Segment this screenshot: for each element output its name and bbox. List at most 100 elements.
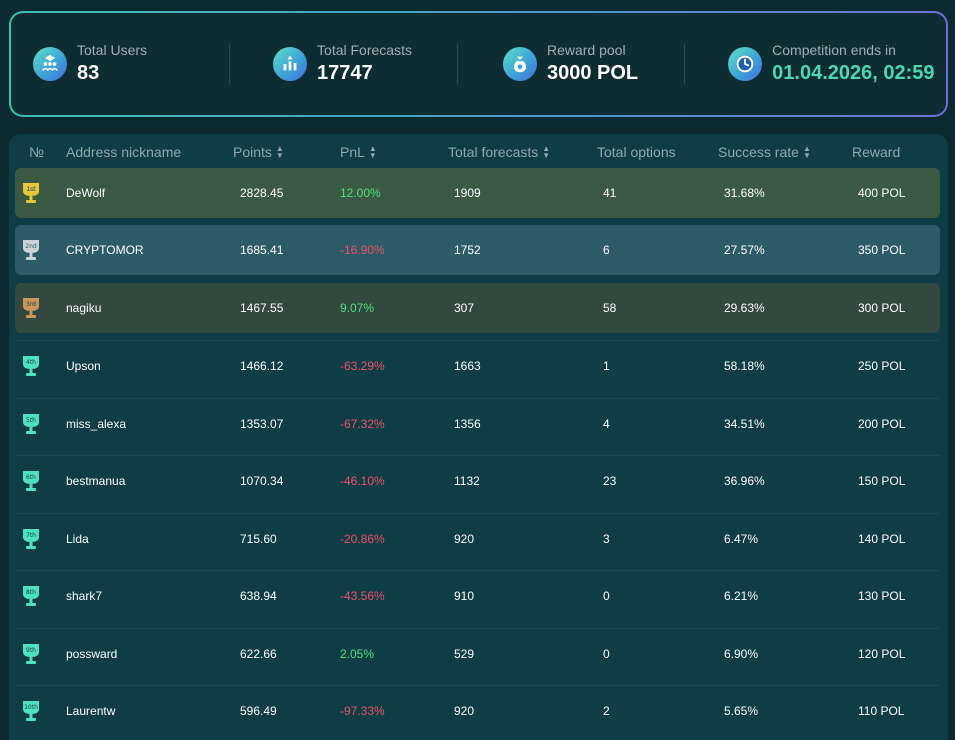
cell-success: 29.63% bbox=[724, 301, 765, 315]
table-row[interactable]: 9th possward 622.66 2.05% 529 0 6.90% 120 POL bbox=[15, 628, 940, 678]
trophy-icon: 9th bbox=[23, 644, 39, 664]
users-icon bbox=[33, 47, 67, 81]
stat-reward-pool: Reward pool 3000 POL bbox=[502, 33, 639, 95]
cell-forecasts: 1663 bbox=[454, 358, 481, 373]
cell-forecasts: 307 bbox=[454, 301, 475, 315]
trophy-icon: 7th bbox=[23, 529, 39, 549]
cell-options: 41 bbox=[603, 186, 617, 200]
divider bbox=[684, 44, 686, 84]
cell-success: 6.21% bbox=[724, 588, 759, 603]
cell-nickname: possward bbox=[66, 646, 118, 661]
stat-label: Total Users bbox=[77, 42, 148, 58]
cell-points: 622.66 bbox=[240, 646, 277, 661]
cell-nickname: Upson bbox=[66, 358, 101, 373]
table-row[interactable]: 5th miss_alexa 1353.07 -67.32% 1356 4 34.51% 20… bbox=[15, 398, 940, 448]
rank-badge-label: 5th bbox=[26, 417, 36, 424]
cell-forecasts: 1752 bbox=[454, 243, 481, 257]
cell-options: 6 bbox=[603, 243, 610, 257]
cell-reward: 120 POL bbox=[858, 646, 906, 661]
rank-badge-label: 10th bbox=[24, 704, 38, 711]
table-header: № Address nickname Points ▲ ▼ PnL ▲ ▼ Tota… bbox=[9, 134, 948, 168]
stat-value: 3000 POL bbox=[546, 62, 639, 84]
rank-badge-label: 2nd bbox=[25, 243, 37, 250]
sort-icon: ▲ ▼ bbox=[802, 144, 811, 160]
cell-points: 1467.55 bbox=[240, 301, 284, 315]
trophy-icon: 5th bbox=[23, 414, 39, 434]
cell-reward: 400 POL bbox=[858, 186, 906, 200]
cell-reward: 110 POL bbox=[858, 703, 905, 718]
cell-forecasts: 920 bbox=[454, 703, 475, 718]
cell-options: 23 bbox=[603, 473, 617, 488]
stat-total-forecasts: Total Forecasts 17747 bbox=[273, 33, 412, 95]
cell-success: 58.18% bbox=[724, 358, 765, 373]
cell-points: 638.94 bbox=[240, 588, 277, 603]
rank-badge-label: 4th bbox=[26, 359, 36, 366]
cell-reward: 130 POL bbox=[858, 588, 906, 603]
cell-pnl: 2.05% bbox=[340, 646, 375, 661]
stat-label: Competition ends in bbox=[772, 42, 896, 58]
rank-badge-label: 3rd bbox=[26, 301, 36, 308]
header-reward: Reward bbox=[852, 144, 901, 160]
trophy-icon: 8th bbox=[23, 586, 39, 606]
stat-label: Reward pool bbox=[546, 42, 626, 58]
stat-label: Total Forecasts bbox=[317, 42, 412, 58]
cell-reward: 140 POL bbox=[858, 531, 906, 546]
cell-options: 2 bbox=[603, 703, 610, 718]
sort-icon: ▲ ▼ bbox=[542, 144, 551, 160]
table-row[interactable]: 3rd nagiku 1467.55 9.07% 307 58 29.63% 300 POL bbox=[15, 283, 940, 333]
cell-nickname: Lida bbox=[66, 531, 89, 546]
cell-points: 1685.41 bbox=[240, 243, 284, 257]
cell-reward: 150 POL bbox=[858, 473, 906, 488]
table-row[interactable]: 6th bestmanua 1070.34 -46.10% 1132 23 36.96% 15… bbox=[15, 455, 940, 505]
cell-reward: 300 POL bbox=[858, 301, 906, 315]
cell-points: 1353.07 bbox=[240, 416, 284, 431]
cell-forecasts: 920 bbox=[454, 531, 475, 546]
cell-reward: 250 POL bbox=[858, 358, 906, 373]
header-success-sort-button[interactable]: Success rate ▲ ▼ bbox=[718, 144, 811, 160]
cell-pnl: -63.29% bbox=[340, 358, 385, 373]
divider bbox=[456, 44, 458, 84]
table-row[interactable]: 7th Lida 715.60 -20.86% 920 3 6.47% 140 POL bbox=[15, 513, 940, 563]
cell-pnl: -16.90% bbox=[340, 243, 385, 257]
table-row[interactable]: 10th Laurentw 596.49 -97.33% 920 2 5.65% 110 PO… bbox=[15, 685, 940, 735]
cell-options: 3 bbox=[603, 531, 610, 546]
cell-success: 36.96% bbox=[724, 473, 765, 488]
stat-value: 17747 bbox=[317, 62, 373, 84]
trophy-icon: 2nd bbox=[23, 240, 39, 260]
cell-nickname: nagiku bbox=[66, 301, 102, 315]
forecasts-icon bbox=[273, 47, 308, 81]
cell-pnl: -46.10% bbox=[340, 473, 385, 488]
header-pnl-label: PnL bbox=[340, 144, 365, 160]
trophy-icon: 6th bbox=[23, 471, 39, 491]
leaderboard-table: № Address nickname Points ▲ ▼ PnL ▲ ▼ Tota… bbox=[9, 134, 948, 740]
trophy-icon: 3rd bbox=[23, 298, 39, 318]
divider bbox=[229, 44, 231, 84]
cell-nickname: CRYPTOMOR bbox=[66, 243, 144, 257]
stat-competition-ends: Competition ends in 01.04.2026, 02:59 bbox=[728, 33, 935, 95]
header-points-sort-button[interactable]: Points ▲ ▼ bbox=[233, 144, 284, 160]
cell-pnl: -97.33% bbox=[340, 703, 385, 718]
header-success-label: Success rate bbox=[718, 144, 799, 160]
table-row[interactable]: 8th shark7 638.94 -43.56% 910 0 6.21% 130 POL bbox=[15, 570, 940, 620]
clock-icon bbox=[728, 47, 763, 81]
table-row[interactable]: 2nd CRYPTOMOR 1685.41 -16.90% 1752 6 27.57% 350… bbox=[15, 225, 940, 275]
rank-badge-label: 1st bbox=[26, 186, 36, 193]
cell-points: 2828.45 bbox=[240, 186, 284, 200]
header-forecasts-sort-button[interactable]: Total forecasts ▲ ▼ bbox=[448, 144, 550, 160]
cell-options: 4 bbox=[603, 416, 610, 431]
header-pnl-sort-button[interactable]: PnL ▲ ▼ bbox=[340, 144, 377, 160]
cell-pnl: 12.00% bbox=[340, 186, 381, 200]
cell-pnl: -67.32% bbox=[340, 416, 385, 431]
rank-badge-label: 8th bbox=[26, 589, 36, 596]
table-row[interactable]: 1st DeWolf 2828.45 12.00% 1909 41 31.68% 400 PO… bbox=[15, 168, 940, 218]
money-bag-icon bbox=[502, 47, 537, 81]
cell-reward: 350 POL bbox=[858, 243, 906, 257]
table-row[interactable]: 4th Upson 1466.12 -63.29% 1663 1 58.18% 250 POL bbox=[15, 340, 940, 390]
stat-total-users: Total Users 83 bbox=[33, 33, 147, 95]
cell-points: 1466.12 bbox=[240, 358, 284, 373]
rank-badge-label: 9th bbox=[26, 647, 36, 654]
trophy-icon: 4th bbox=[23, 356, 39, 376]
cell-pnl: -20.86% bbox=[340, 531, 385, 546]
cell-pnl: -43.56% bbox=[340, 588, 385, 603]
cell-success: 6.90% bbox=[724, 646, 759, 661]
